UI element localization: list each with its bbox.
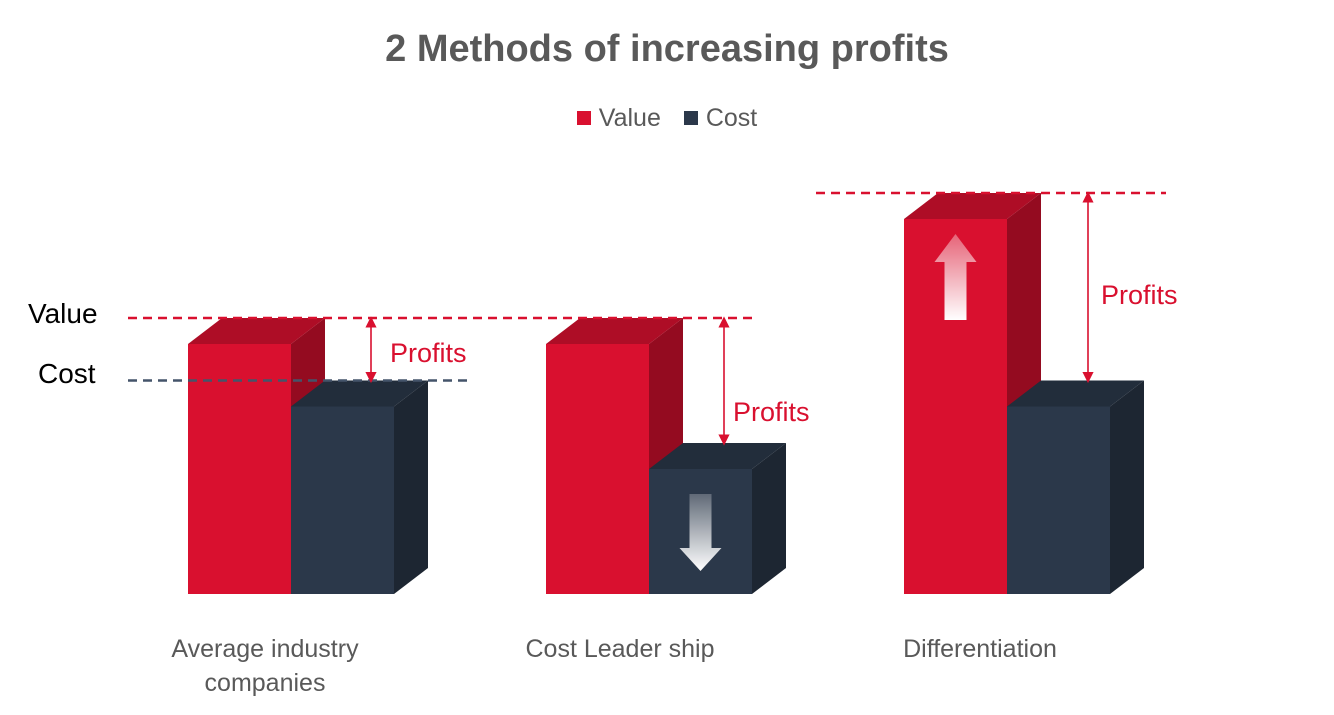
bar-value-average — [188, 318, 325, 594]
profit-label-average: Profits — [390, 338, 467, 368]
legend-item-value: Value — [576, 104, 661, 133]
category-label-average: Average industry companies — [171, 635, 359, 697]
category-label-differentiation: Differentiation — [903, 635, 1057, 663]
legend-swatch-value — [576, 111, 591, 125]
category-label-cost-leadership: Cost Leader ship — [525, 635, 715, 663]
down-arrow-icon — [679, 494, 722, 571]
profit-label-cost-leadership: Profits — [733, 397, 810, 427]
bar-cost-average — [291, 380, 428, 594]
legend-swatch-cost — [683, 111, 698, 125]
profit-label-differentiation: Profits — [1101, 280, 1178, 310]
value-reference-label: Value — [28, 298, 98, 329]
chart-title: 2 Methods of increasing profits — [385, 28, 949, 70]
cost-reference-label: Cost — [38, 358, 96, 389]
legend-label-value: Value — [598, 104, 661, 132]
legend-item-cost: Cost — [683, 104, 758, 133]
legend-label-cost: Cost — [705, 104, 758, 132]
up-arrow-icon — [934, 234, 977, 320]
bar-cost-cost-leadership — [649, 443, 786, 594]
legend: Value Cost — [0, 104, 1334, 133]
bar-cost-differentiation — [1007, 380, 1144, 594]
